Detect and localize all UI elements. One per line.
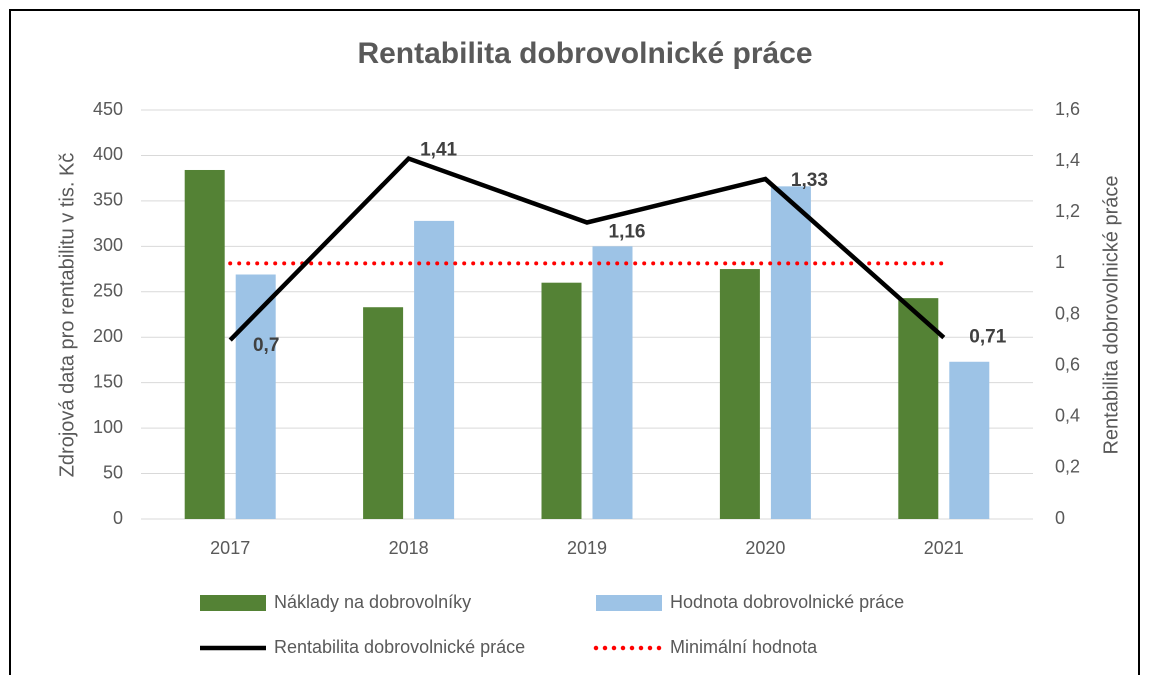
legend-label: Rentabilita dobrovolnické práce bbox=[274, 637, 525, 657]
data-label: 1,33 bbox=[791, 170, 828, 191]
bar bbox=[541, 282, 582, 519]
x-tick-label: 2020 bbox=[745, 538, 785, 558]
y2-tick-label: 0,6 bbox=[1055, 354, 1080, 374]
x-tick-label: 2018 bbox=[389, 538, 429, 558]
y2-axis-label: Rentabilita dobrovolnické práce bbox=[1100, 175, 1122, 454]
y2-tick-label: 1,6 bbox=[1055, 99, 1080, 119]
y-tick-label: 400 bbox=[93, 144, 123, 164]
y2-tick-label: 0 bbox=[1055, 508, 1065, 528]
y-tick-label: 100 bbox=[93, 417, 123, 437]
y-tick-label: 450 bbox=[93, 99, 123, 119]
data-label: 1,16 bbox=[609, 221, 646, 242]
y-axis-label: Zdrojová data pro rentabilitu v tis. Kč bbox=[56, 153, 78, 478]
legend-swatch bbox=[596, 595, 662, 611]
y2-tick-label: 1,4 bbox=[1055, 150, 1080, 170]
legend-label: Minimální hodnota bbox=[670, 637, 818, 657]
y-tick-label: 300 bbox=[93, 235, 123, 255]
bar bbox=[414, 220, 455, 519]
bar bbox=[363, 307, 404, 519]
y-tick-label: 200 bbox=[93, 326, 123, 346]
legend-label: Náklady na dobrovolníky bbox=[274, 592, 471, 612]
bar bbox=[898, 298, 939, 519]
y-tick-label: 150 bbox=[93, 371, 123, 391]
y-tick-label: 50 bbox=[103, 462, 123, 482]
x-tick-label: 2019 bbox=[567, 538, 607, 558]
x-tick-label: 2017 bbox=[210, 538, 250, 558]
y2-tick-label: 0,8 bbox=[1055, 303, 1080, 323]
y-tick-label: 350 bbox=[93, 190, 123, 210]
y2-tick-label: 0,2 bbox=[1055, 457, 1080, 477]
line bbox=[228, 155, 946, 342]
bar bbox=[592, 246, 633, 520]
y2-tick-label: 0,4 bbox=[1055, 406, 1080, 426]
bar bbox=[719, 269, 760, 519]
bar bbox=[770, 186, 811, 519]
y2-tick-label: 1 bbox=[1055, 252, 1065, 272]
data-label: 1,41 bbox=[420, 140, 457, 161]
chart-title: Rentabilita dobrovolnické práce bbox=[357, 37, 812, 70]
y-tick-label: 250 bbox=[93, 281, 123, 301]
x-tick-label: 2021 bbox=[924, 538, 964, 558]
bar bbox=[949, 361, 990, 519]
legend-label: Hodnota dobrovolnické práce bbox=[670, 592, 904, 612]
data-label: 0,7 bbox=[253, 335, 279, 356]
data-label: 0,71 bbox=[969, 327, 1006, 348]
y2-tick-label: 1,2 bbox=[1055, 201, 1080, 221]
bar bbox=[184, 169, 225, 519]
y-tick-label: 0 bbox=[113, 508, 123, 528]
legend-swatch bbox=[200, 595, 266, 611]
